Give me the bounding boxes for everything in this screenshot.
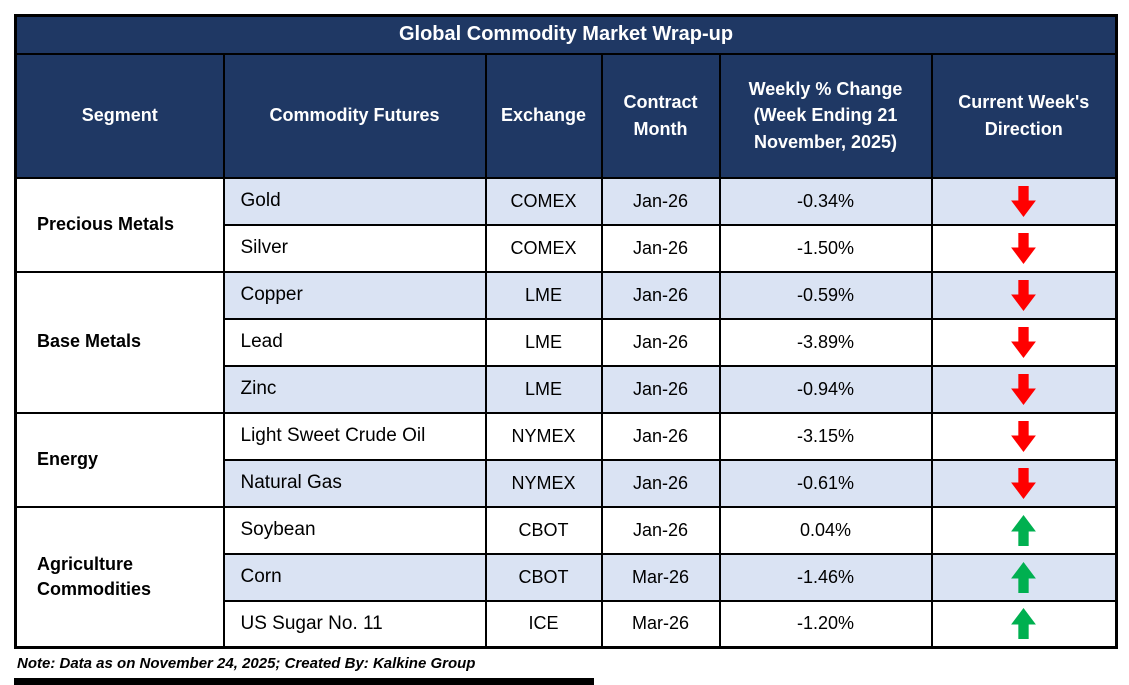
segment-cell-agriculture: Agriculture Commodities xyxy=(14,505,225,649)
direction-arrow-icon xyxy=(1011,514,1037,546)
direction-arrow-icon xyxy=(1011,467,1037,499)
commodity-cell: Zinc xyxy=(222,364,487,414)
commodity-cell: Lead xyxy=(222,317,487,367)
weekly-change-cell: -1.50% xyxy=(718,223,933,273)
exchange-cell: COMEX xyxy=(484,223,603,273)
contract-month-cell: Jan-26 xyxy=(600,223,721,273)
contract-month-cell: Mar-26 xyxy=(600,552,721,602)
contract-month-cell: Jan-26 xyxy=(600,176,721,226)
direction-arrow-icon xyxy=(1011,279,1037,311)
weekly-change-cell: -1.20% xyxy=(718,599,933,649)
weekly-change-cell: -0.94% xyxy=(718,364,933,414)
table-row: US Sugar No. 11 ICE Mar-26 -1.20% xyxy=(15,599,1118,649)
exchange-cell: CBOT xyxy=(484,505,603,555)
col-header-weekly-change: Weekly % Change (Week Ending 21 November… xyxy=(718,52,933,179)
commodity-table: Global Commodity Market Wrap-up Segment … xyxy=(14,14,1119,649)
commodity-cell: US Sugar No. 11 xyxy=(222,599,487,649)
exchange-cell: NYMEX xyxy=(484,411,603,461)
direction-arrow-icon xyxy=(1011,185,1037,217)
direction-cell xyxy=(930,458,1118,508)
table-title: Global Commodity Market Wrap-up xyxy=(14,14,1118,55)
direction-cell xyxy=(930,317,1118,367)
weekly-change-cell: -3.15% xyxy=(718,411,933,461)
direction-arrow-icon xyxy=(1011,232,1037,264)
table-row: Base Metals Copper LME Jan-26 -0.59% xyxy=(14,270,1118,414)
weekly-change-cell: -0.34% xyxy=(718,176,933,226)
exchange-cell: CBOT xyxy=(484,552,603,602)
col-header-segment: Segment xyxy=(14,52,225,179)
table-row: Agriculture Commodities Soybean CBOT Jan… xyxy=(14,505,1118,649)
segment-cell-energy: Energy xyxy=(14,411,225,508)
direction-arrow-icon xyxy=(1011,608,1037,640)
col-header-direction: Current Week's Direction xyxy=(930,52,1118,179)
contract-month-cell: Jan-26 xyxy=(600,505,721,555)
weekly-change-cell: -3.89% xyxy=(718,317,933,367)
commodity-cell: Corn xyxy=(222,552,487,602)
cropped-element-edge xyxy=(14,678,594,685)
direction-cell xyxy=(930,176,1118,226)
footnote: Note: Data as on November 24, 2025; Crea… xyxy=(17,655,476,672)
table-row: Precious Metals Gold COMEX Jan-26 -0.34% xyxy=(14,176,1118,273)
commodity-cell: Light Sweet Crude Oil xyxy=(222,411,487,461)
direction-cell xyxy=(930,552,1118,602)
direction-arrow-icon xyxy=(1011,373,1037,405)
direction-arrow-icon xyxy=(1011,561,1037,593)
direction-cell xyxy=(930,505,1118,555)
direction-cell xyxy=(930,364,1118,414)
direction-arrow-icon xyxy=(1011,326,1037,358)
weekly-change-cell: -0.59% xyxy=(718,270,933,320)
weekly-change-cell: 0.04% xyxy=(718,505,933,555)
direction-cell xyxy=(930,270,1118,320)
contract-month-cell: Jan-26 xyxy=(600,411,721,461)
commodity-cell: Copper xyxy=(222,270,487,320)
contract-month-cell: Jan-26 xyxy=(600,270,721,320)
exchange-cell: ICE xyxy=(484,599,603,649)
commodity-cell: Silver xyxy=(222,223,487,273)
direction-arrow-icon xyxy=(1011,420,1037,452)
weekly-change-cell: -0.61% xyxy=(718,458,933,508)
exchange-cell: NYMEX xyxy=(484,458,603,508)
table-row: Silver COMEX Jan-26 -1.50% xyxy=(15,223,1118,273)
exchange-cell: COMEX xyxy=(484,176,603,226)
col-header-commodity-futures: Commodity Futures xyxy=(222,52,487,179)
commodity-cell: Gold xyxy=(222,176,487,226)
col-header-exchange: Exchange xyxy=(484,52,603,179)
contract-month-cell: Mar-26 xyxy=(600,599,721,649)
direction-cell xyxy=(930,599,1118,649)
segment-cell-precious-metals: Precious Metals xyxy=(14,176,225,273)
segment-cell-base-metals: Base Metals xyxy=(14,270,225,414)
exchange-cell: LME xyxy=(484,317,603,367)
weekly-change-cell: -1.46% xyxy=(718,552,933,602)
direction-cell xyxy=(930,411,1118,461)
commodity-cell: Natural Gas xyxy=(222,458,487,508)
commodity-cell: Soybean xyxy=(222,505,487,555)
table-row: Energy Light Sweet Crude Oil NYMEX Jan-2… xyxy=(14,411,1118,508)
exchange-cell: LME xyxy=(484,364,603,414)
contract-month-cell: Jan-26 xyxy=(600,317,721,367)
contract-month-cell: Jan-26 xyxy=(600,458,721,508)
col-header-contract-month: Contract Month xyxy=(600,52,721,179)
contract-month-cell: Jan-26 xyxy=(600,364,721,414)
direction-cell xyxy=(930,223,1118,273)
exchange-cell: LME xyxy=(484,270,603,320)
